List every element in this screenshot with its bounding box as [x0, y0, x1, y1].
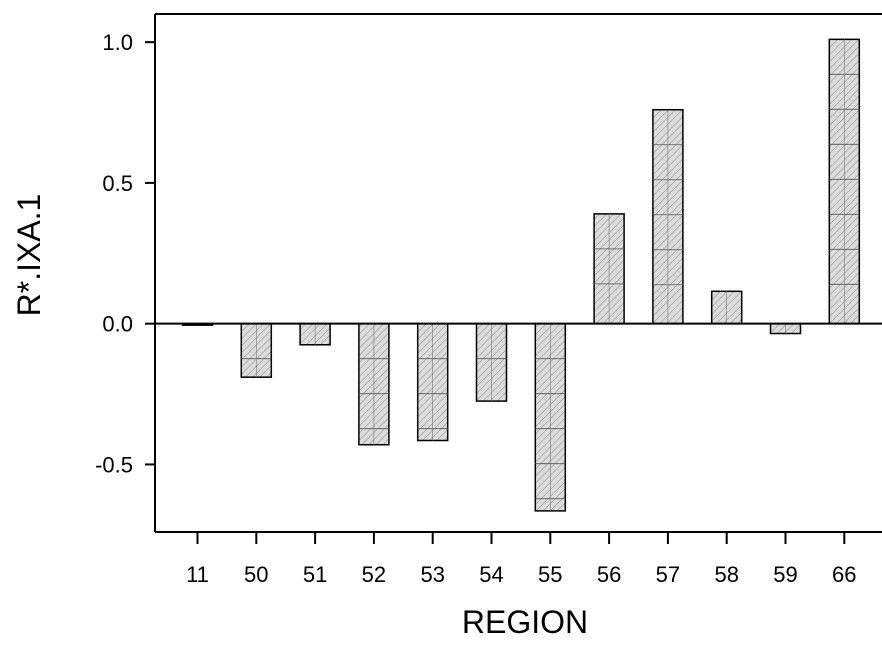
x-tick-label: 50	[244, 562, 268, 587]
x-tick-label: 11	[186, 562, 209, 587]
bar-51	[299, 322, 331, 346]
x-tick-label: 57	[656, 562, 680, 587]
x-axis-title: REGION	[462, 604, 588, 640]
bar-52	[358, 322, 390, 446]
y-tick-label: 0.0	[102, 312, 133, 337]
y-tick-label: 0.5	[102, 171, 133, 196]
bar-55	[534, 322, 567, 512]
bar-57	[652, 108, 684, 325]
bar-53	[416, 322, 449, 442]
bar-59	[769, 322, 802, 335]
ticks-group: -0.5 0.0 0.5 1.0 11 50 51 52 53 54 55 56 57 58 59 66	[95, 30, 856, 587]
bar-50	[240, 322, 273, 378]
axes-group	[154, 13, 882, 533]
x-tick-label: 59	[773, 562, 797, 587]
x-tick-label: 52	[362, 562, 386, 587]
x-tick-label: 53	[420, 562, 444, 587]
bar-58	[710, 290, 743, 325]
x-tick-label: 51	[303, 562, 327, 587]
x-tick-label: 55	[538, 562, 562, 587]
y-tick-label: -0.5	[95, 452, 133, 477]
x-tick-label: 66	[832, 562, 856, 587]
bar-66	[828, 38, 861, 325]
bar-54	[475, 322, 508, 402]
x-tick-label: 58	[714, 562, 738, 587]
x-tick-label: 54	[479, 562, 503, 587]
bar-56	[593, 213, 625, 325]
x-tick-label: 56	[597, 562, 621, 587]
y-axis-title: R*.IXA.1	[11, 194, 47, 317]
y-tick-label: 1.0	[102, 30, 133, 55]
bars-group	[181, 38, 861, 512]
